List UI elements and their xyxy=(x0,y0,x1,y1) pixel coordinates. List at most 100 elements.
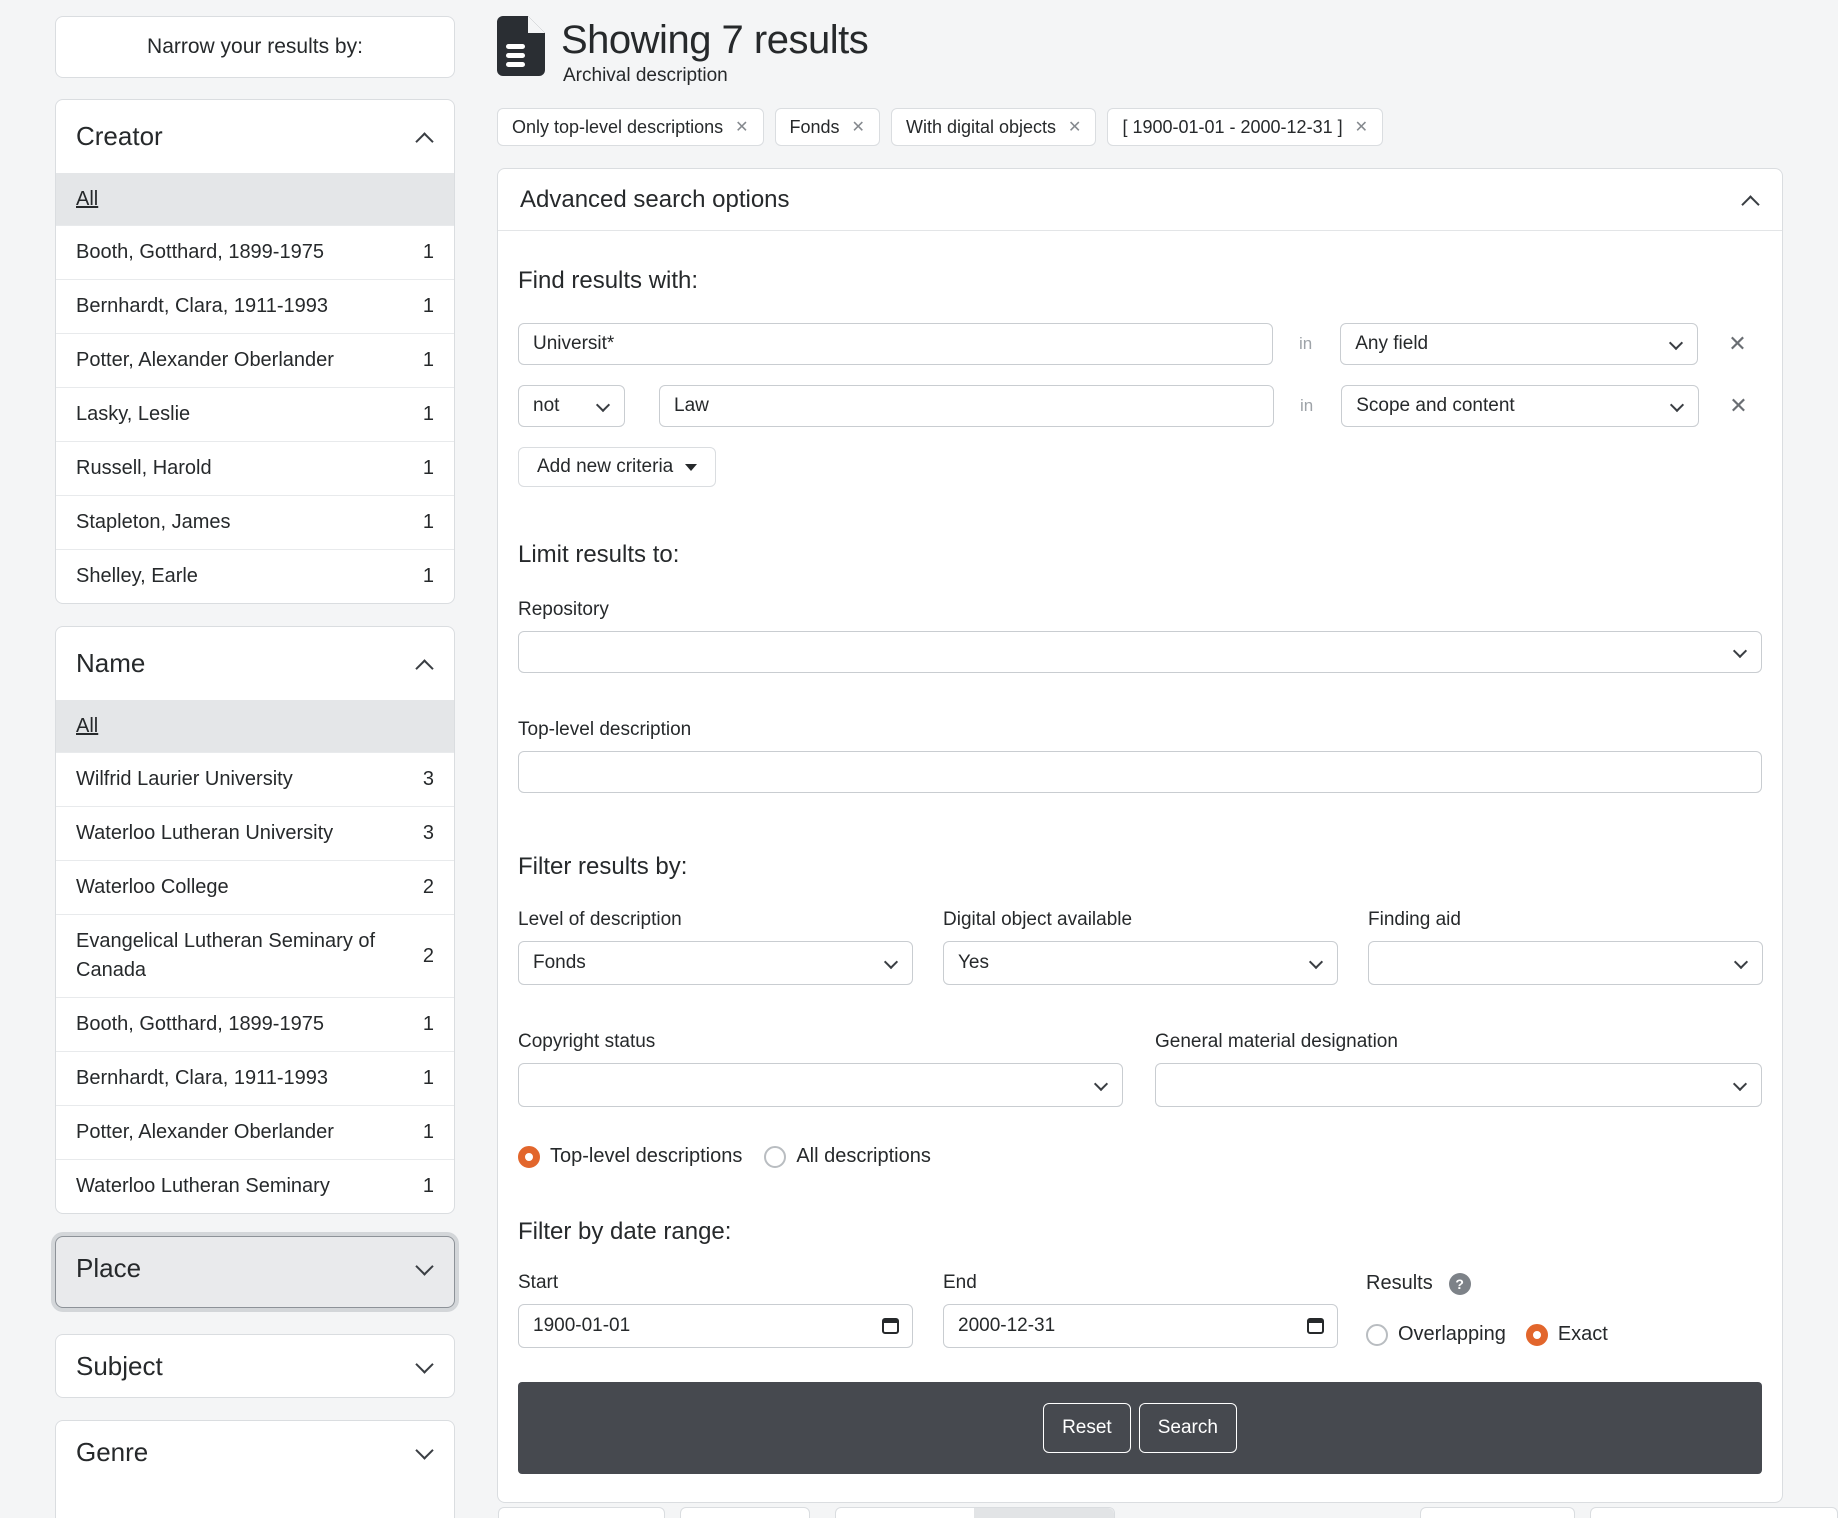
query-input-2[interactable] xyxy=(659,385,1274,427)
facet-item[interactable]: Potter, Alexander Oberlander 1 xyxy=(56,333,454,387)
facet-all-link[interactable]: All xyxy=(76,188,99,210)
facet-item[interactable]: Bernhardt, Clara, 1911-1993 1 xyxy=(56,1051,454,1105)
facet-item[interactable]: Stapleton, James 1 xyxy=(56,495,454,549)
level-of-description-select[interactable]: Fonds xyxy=(518,941,913,985)
chevron-down-icon[interactable] xyxy=(416,1443,434,1461)
field-select-1[interactable]: Any field xyxy=(1340,323,1699,365)
results-toolbar-stub[interactable] xyxy=(1420,1507,1575,1518)
top-level-description-input[interactable] xyxy=(518,751,1762,793)
copyright-status-select[interactable] xyxy=(518,1063,1123,1107)
facet-place[interactable]: Place xyxy=(55,1236,455,1308)
in-label: in xyxy=(1300,396,1314,415)
facet-creator-title: Creator xyxy=(76,121,163,151)
chevron-up-icon[interactable] xyxy=(416,128,434,146)
facet-item[interactable]: Potter, Alexander Oberlander 1 xyxy=(56,1105,454,1159)
operator-select[interactable]: not xyxy=(518,385,625,427)
facet-item-label[interactable]: Bernhardt, Clara, 1911-1993 xyxy=(76,295,329,317)
start-date-input[interactable] xyxy=(518,1304,913,1348)
remove-criteria-icon[interactable]: ✕ xyxy=(1729,393,1748,418)
facet-item[interactable]: Shelley, Earle 1 xyxy=(56,549,454,603)
facet-item-label[interactable]: Bernhardt, Clara, 1911-1993 xyxy=(76,1067,329,1089)
digital-object-available-select[interactable]: Yes xyxy=(943,941,1338,985)
facet-subject[interactable]: Subject xyxy=(55,1334,455,1398)
facet-item[interactable]: Bernhardt, Clara, 1911-1993 1 xyxy=(56,279,454,333)
facet-item-label[interactable]: Booth, Gotthard, 1899-1975 xyxy=(76,1013,324,1035)
filter-results-heading: Filter results by: xyxy=(518,853,688,880)
general-material-designation-select[interactable] xyxy=(1155,1063,1762,1107)
help-icon[interactable]: ? xyxy=(1448,1272,1471,1295)
facet-item-label[interactable]: Potter, Alexander Oberlander xyxy=(76,1121,334,1143)
facet-item-label[interactable]: Lasky, Leslie xyxy=(76,403,191,425)
facet-item-label[interactable]: Shelley, Earle xyxy=(76,565,198,587)
facet-item-label[interactable]: Russell, Harold xyxy=(76,457,212,479)
facet-item[interactable]: Russell, Harold 1 xyxy=(56,441,454,495)
filter-tag-label: Only top-level descriptions xyxy=(512,116,724,137)
overlapping-radio[interactable] xyxy=(1366,1323,1388,1346)
results-toolbar-stub[interactable] xyxy=(1590,1507,1838,1518)
facet-item[interactable]: Wilfrid Laurier University 3 xyxy=(56,752,454,806)
facet-item-label[interactable]: Booth, Gotthard, 1899-1975 xyxy=(76,241,324,263)
facet-genre[interactable]: Genre xyxy=(55,1420,455,1518)
facet-name-all[interactable]: All xyxy=(56,700,454,752)
field-select-2[interactable]: Scope and content xyxy=(1341,385,1700,427)
top-level-descriptions-radio[interactable] xyxy=(518,1145,540,1168)
facet-item[interactable]: Lasky, Leslie 1 xyxy=(56,387,454,441)
facet-name-header[interactable]: Name xyxy=(56,627,454,700)
exact-radio-label[interactable]: Exact xyxy=(1557,1323,1608,1345)
end-date-input[interactable] xyxy=(943,1304,1338,1348)
top-level-descriptions-radio-label[interactable]: Top-level descriptions xyxy=(550,1145,743,1167)
facet-item-label[interactable]: Waterloo Lutheran Seminary xyxy=(76,1175,330,1197)
results-toolbar-stub[interactable] xyxy=(498,1507,665,1518)
chevron-down-icon xyxy=(1309,956,1323,970)
filter-tag-label: With digital objects xyxy=(905,116,1057,137)
results-toolbar-stub-segment[interactable] xyxy=(974,1508,1114,1518)
facet-item[interactable]: Booth, Gotthard, 1899-1975 1 xyxy=(56,997,454,1051)
exact-radio[interactable] xyxy=(1525,1323,1548,1346)
collapse-panel-icon[interactable] xyxy=(1742,191,1760,209)
all-descriptions-radio-label[interactable]: All descriptions xyxy=(796,1145,931,1167)
remove-filter-icon[interactable]: ✕ xyxy=(851,119,865,136)
advanced-search-header[interactable]: Advanced search options xyxy=(498,169,1782,231)
finding-aid-select[interactable] xyxy=(1368,941,1763,985)
chevron-down-icon[interactable] xyxy=(416,1259,434,1277)
all-descriptions-radio[interactable] xyxy=(764,1145,787,1168)
facet-item-count: 1 xyxy=(422,1175,434,1197)
remove-filter-icon[interactable]: ✕ xyxy=(1068,119,1082,136)
level-of-description-value: Fonds xyxy=(533,952,586,973)
chevron-down-icon[interactable] xyxy=(416,1357,434,1375)
results-toolbar-stub[interactable] xyxy=(680,1507,810,1518)
chevron-up-icon[interactable] xyxy=(416,655,434,673)
filter-tag: Only top-level descriptions ✕ xyxy=(497,108,764,146)
facet-item-label[interactable]: Potter, Alexander Oberlander xyxy=(76,349,334,371)
filter-tag: With digital objects ✕ xyxy=(890,108,1097,146)
active-filter-tags: Only top-level descriptions ✕ Fonds ✕ Wi… xyxy=(497,108,1783,146)
query-input-1[interactable] xyxy=(518,323,1273,365)
repository-select[interactable] xyxy=(518,631,1762,673)
facet-item[interactable]: Waterloo College 2 xyxy=(56,860,454,914)
facet-creator-all[interactable]: All xyxy=(56,173,454,225)
remove-filter-icon[interactable]: ✕ xyxy=(1354,119,1368,136)
reset-button[interactable]: Reset xyxy=(1043,1403,1131,1453)
facet-creator-header[interactable]: Creator xyxy=(56,100,454,173)
remove-criteria-icon[interactable]: ✕ xyxy=(1728,331,1747,356)
overlapping-radio-label[interactable]: Overlapping xyxy=(1398,1323,1506,1345)
search-button[interactable]: Search xyxy=(1138,1403,1237,1453)
facet-item[interactable]: Booth, Gotthard, 1899-1975 1 xyxy=(56,225,454,279)
results-toolbar-stub[interactable] xyxy=(835,1507,1115,1518)
facet-item-count: 1 xyxy=(422,457,434,479)
facet-item-label[interactable]: Stapleton, James xyxy=(76,511,231,533)
facet-item-label[interactable]: Waterloo Lutheran University xyxy=(76,822,334,844)
facet-item[interactable]: Waterloo Lutheran University 3 xyxy=(56,806,454,860)
add-new-criteria-button[interactable]: Add new criteria xyxy=(518,447,717,487)
facet-item[interactable]: Evangelical Lutheran Seminary of Canada … xyxy=(56,914,454,997)
remove-filter-icon[interactable]: ✕ xyxy=(735,119,749,136)
facet-all-link[interactable]: All xyxy=(76,715,99,737)
facet-item-label[interactable]: Wilfrid Laurier University xyxy=(76,768,293,790)
facet-item-label[interactable]: Waterloo College xyxy=(76,876,229,898)
field-select-1-value: Any field xyxy=(1355,333,1429,354)
advanced-search-body: Find results with: in Any field ✕ not xyxy=(498,265,1782,1502)
calendar-icon[interactable] xyxy=(1307,1318,1324,1334)
calendar-icon[interactable] xyxy=(882,1318,899,1334)
facet-item[interactable]: Waterloo Lutheran Seminary 1 xyxy=(56,1159,454,1213)
facet-item-label[interactable]: Evangelical Lutheran Seminary of Canada xyxy=(76,930,376,981)
